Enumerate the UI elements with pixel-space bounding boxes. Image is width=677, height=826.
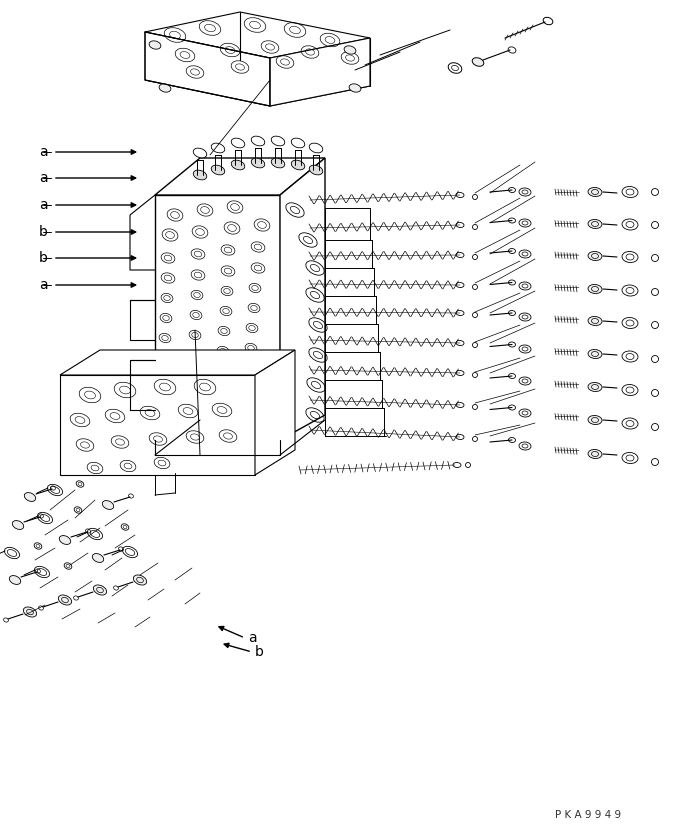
Ellipse shape [448,63,462,74]
Ellipse shape [251,136,265,146]
Ellipse shape [588,251,602,260]
Ellipse shape [543,17,553,25]
Ellipse shape [588,415,602,425]
Text: P K A 9 9 4 9: P K A 9 9 4 9 [555,810,621,820]
Text: b: b [255,645,264,659]
Ellipse shape [58,595,72,605]
Polygon shape [60,375,255,475]
Ellipse shape [211,143,225,153]
Ellipse shape [588,220,602,229]
Ellipse shape [588,449,602,458]
Ellipse shape [12,520,24,529]
Ellipse shape [349,83,361,93]
Ellipse shape [271,136,285,146]
Ellipse shape [211,165,225,175]
Polygon shape [155,158,325,195]
Polygon shape [145,60,370,106]
Ellipse shape [60,535,70,544]
Ellipse shape [92,553,104,563]
Ellipse shape [159,83,171,93]
Ellipse shape [232,160,245,170]
Ellipse shape [149,40,161,50]
Text: b: b [39,251,48,265]
Ellipse shape [309,143,323,153]
Ellipse shape [291,160,305,170]
Ellipse shape [588,284,602,293]
Ellipse shape [291,138,305,148]
Polygon shape [145,32,270,106]
Polygon shape [280,158,325,440]
Ellipse shape [9,576,21,585]
Polygon shape [60,350,295,375]
Ellipse shape [271,158,285,168]
Text: a: a [39,145,48,159]
Polygon shape [270,38,370,106]
Polygon shape [145,12,370,58]
Ellipse shape [251,158,265,168]
Ellipse shape [24,607,37,617]
Ellipse shape [588,316,602,325]
Polygon shape [255,350,295,475]
Ellipse shape [232,138,245,148]
Text: a: a [39,278,48,292]
Text: a: a [39,198,48,212]
Ellipse shape [588,188,602,197]
Ellipse shape [588,382,602,392]
Text: b: b [39,225,48,239]
Ellipse shape [344,45,356,55]
Ellipse shape [193,170,206,180]
Polygon shape [155,195,280,440]
Ellipse shape [24,492,36,501]
Text: a: a [248,631,257,645]
Ellipse shape [588,349,602,358]
Ellipse shape [133,575,147,585]
Ellipse shape [193,148,206,158]
Text: a: a [39,171,48,185]
Ellipse shape [472,58,484,66]
Ellipse shape [102,501,114,510]
Ellipse shape [93,585,106,595]
Ellipse shape [309,165,323,175]
